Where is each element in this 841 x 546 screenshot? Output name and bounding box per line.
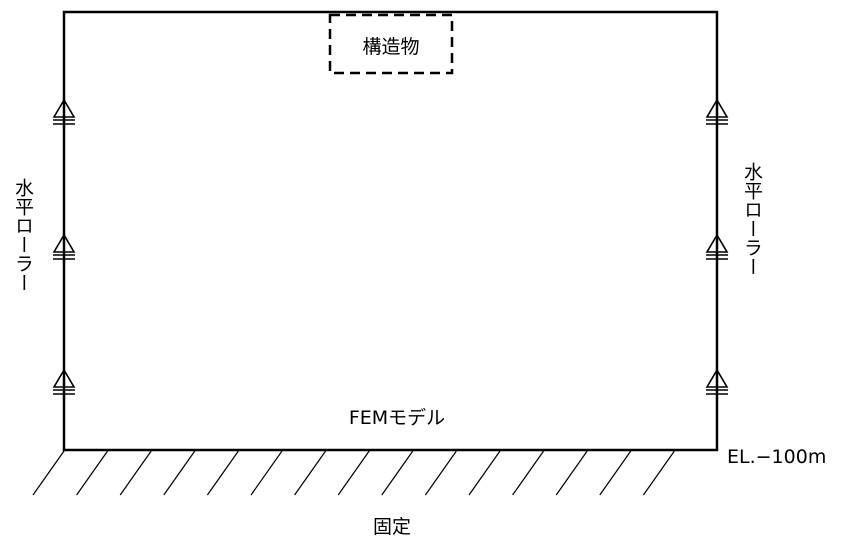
- elevation-label: EL.−100m: [727, 446, 826, 468]
- structure-box: [328, 13, 454, 75]
- fixed-ground-hatching: [32, 450, 675, 496]
- roller-support-right-1: [705, 98, 729, 125]
- right-boundary-label: 水平ローラー: [741, 162, 763, 276]
- roller-support-right-2: [705, 233, 729, 260]
- hatch-line: [424, 450, 457, 496]
- hatch-line: [32, 450, 65, 496]
- hatch-line: [250, 450, 283, 496]
- roller-support-left-2: [52, 233, 76, 260]
- roller-support-right-3: [705, 368, 729, 395]
- roller-support-left-1: [52, 98, 76, 125]
- structure-label: 構造物: [362, 36, 419, 58]
- fem-model-boundary: [62, 10, 719, 452]
- hatch-line: [206, 450, 239, 496]
- fem-model-label: FEMモデル: [349, 407, 445, 429]
- hatch-line: [76, 450, 109, 496]
- hatch-line: [599, 450, 632, 496]
- hatch-line: [512, 450, 545, 496]
- roller-supports: [52, 98, 729, 395]
- hatch-line: [119, 450, 152, 496]
- hatch-line: [294, 450, 327, 496]
- hatch-line: [642, 450, 675, 496]
- hatch-line: [163, 450, 196, 496]
- hatch-line: [468, 450, 501, 496]
- fixed-condition-label: 固定: [373, 516, 411, 538]
- roller-support-left-3: [52, 368, 76, 395]
- hatch-line: [381, 450, 414, 496]
- hatch-line: [337, 450, 370, 496]
- hatch-line: [555, 450, 588, 496]
- left-boundary-label: 水平ローラー: [12, 178, 34, 292]
